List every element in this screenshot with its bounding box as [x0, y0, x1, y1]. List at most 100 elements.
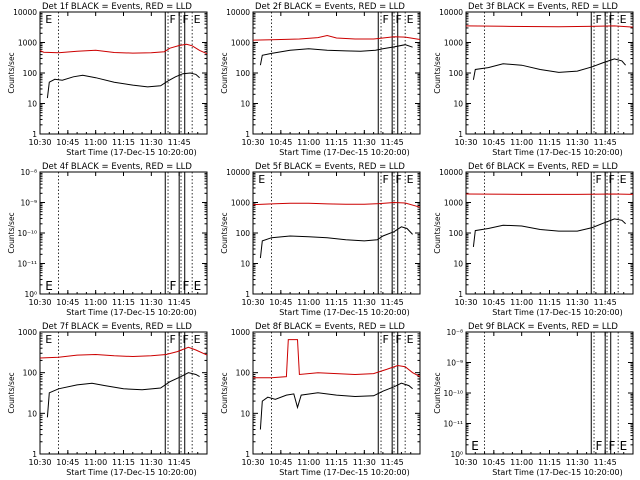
y-tick-label: 10⁻¹⁰ — [17, 229, 37, 238]
y-tick-label: 10 — [453, 260, 463, 269]
x-axis-label: Start Time (17-Dec-15 10:20:00) — [492, 308, 623, 317]
y-tick-label: 10⁻⁹ — [20, 199, 37, 208]
y-axis-label: Counts/sec — [433, 372, 442, 413]
x-axis-label: Start Time (17-Dec-15 10:20:00) — [279, 468, 410, 477]
marker-label: F — [596, 439, 603, 453]
marker-label: F — [183, 13, 189, 26]
y-tick-label: 10⁻⁸ — [20, 168, 37, 177]
x-tick-label: 11:30 — [353, 298, 376, 307]
y-tick-label: 1 — [245, 130, 250, 139]
panel-8: Det 8f BLACK = Events, RED = LLD 10:30 10:… — [220, 322, 421, 477]
y-tick-label: 1000 — [18, 39, 37, 48]
panel-title: Det 2f BLACK = Events, RED = LLD — [255, 2, 405, 12]
plot-frame — [39, 11, 208, 135]
x-tick-label: 10:30 — [241, 298, 264, 307]
y-tick-label: 10 — [240, 409, 250, 418]
x-tick-label: 11:15 — [325, 298, 348, 307]
y-axis-label: Counts/sec — [7, 372, 16, 413]
x-tick-label: 11:00 — [510, 458, 533, 467]
series-line-lld — [253, 339, 421, 379]
x-tick-label: 11:30 — [566, 138, 589, 147]
x-tick-label: 11:45 — [381, 138, 404, 147]
y-axis-label: Counts/sec — [7, 52, 16, 93]
series-line-lld — [465, 25, 634, 28]
panel-title: Det 7f BLACK = Events, RED = LLD — [42, 322, 192, 332]
marker-label: F — [383, 173, 389, 186]
plot-frame — [252, 11, 421, 135]
panel-2: Det 2f BLACK = Events, RED = LLD 10:30 10:… — [220, 2, 421, 157]
y-axis-label: Counts/sec — [433, 212, 442, 253]
x-tick-label: 10:45 — [482, 298, 505, 307]
series-line-events — [259, 44, 413, 66]
x-tick-label: 10:30 — [241, 458, 264, 467]
marker-label: E — [45, 279, 53, 293]
series-line-events — [259, 382, 413, 430]
y-axis-label: Counts/sec — [220, 372, 229, 413]
panel-title: Det 9f BLACK = Events, RED = LLD — [468, 322, 618, 332]
marker-label: E — [45, 13, 52, 26]
x-axis-label: Start Time (17-Dec-15 10:20:00) — [492, 148, 623, 157]
x-axis-label: Start Time (17-Dec-15 10:20:00) — [66, 148, 197, 157]
series-line-events — [472, 218, 626, 247]
y-tick-label: 1 — [32, 130, 37, 139]
marker-label: F — [609, 13, 615, 26]
x-tick-label: 11:15 — [538, 298, 561, 307]
x-axis-label: Start Time (17-Dec-15 10:20:00) — [279, 148, 410, 157]
y-tick-label: 10⁻⁹ — [446, 359, 463, 368]
x-tick-label: 11:00 — [510, 298, 533, 307]
plot-frame — [465, 171, 634, 295]
series-line-lld — [39, 346, 208, 359]
x-tick-label: 11:00 — [84, 138, 107, 147]
x-tick-label: 11:45 — [594, 458, 617, 467]
marker-label: F — [383, 333, 389, 346]
x-tick-label: 11:30 — [566, 298, 589, 307]
x-tick-label: 11:00 — [297, 458, 320, 467]
panel-7: Det 7f BLACK = Events, RED = LLD 10:30 10:… — [7, 322, 208, 477]
x-tick-label: 10:45 — [269, 138, 292, 147]
x-tick-label: 10:30 — [241, 138, 264, 147]
y-tick-label: 1 — [245, 450, 250, 459]
panel-title: Det 5f BLACK = Events, RED = LLD — [255, 162, 405, 172]
y-tick-label: 10 — [27, 409, 37, 418]
x-tick-label: 10:45 — [482, 458, 505, 467]
panel-6: Det 6f BLACK = Events, RED = LLD 10:30 10:… — [433, 162, 634, 317]
y-tick-label: 10 — [240, 260, 250, 269]
panel-5: Det 5f BLACK = Events, RED = LLD 10:30 10:… — [220, 162, 421, 317]
x-tick-label: 11:45 — [594, 298, 617, 307]
y-tick-label: 1 — [458, 290, 463, 299]
x-tick-label: 11:30 — [140, 298, 163, 307]
y-tick-label: 1000 — [18, 328, 37, 337]
x-tick-label: 10:30 — [454, 138, 477, 147]
series-line-events — [46, 72, 200, 99]
panel-title: Det 4f BLACK = Events, RED = LLD — [42, 162, 192, 172]
x-tick-label: 11:15 — [538, 138, 561, 147]
marker-label: E — [258, 173, 265, 186]
series-line-events — [472, 58, 626, 80]
marker-label: F — [183, 333, 189, 346]
y-tick-label: 1000 — [231, 328, 250, 337]
marker-label: E — [471, 439, 479, 453]
x-axis-label: Start Time (17-Dec-15 10:20:00) — [66, 308, 197, 317]
y-tick-label: 100 — [23, 69, 38, 78]
series-line-events — [46, 372, 200, 418]
x-tick-label: 11:45 — [381, 458, 404, 467]
y-axis-label: Counts/sec — [7, 212, 16, 253]
x-tick-label: 11:00 — [297, 138, 320, 147]
x-axis-label: Start Time (17-Dec-15 10:20:00) — [279, 308, 410, 317]
x-tick-label: 11:00 — [297, 298, 320, 307]
y-tick-label: 100 — [449, 69, 464, 78]
panel-title: Det 1f BLACK = Events, RED = LLD — [42, 2, 192, 12]
y-tick-label: 10000 — [226, 168, 250, 177]
panel-title: Det 3f BLACK = Events, RED = LLD — [468, 2, 618, 12]
x-axis-label: Start Time (17-Dec-15 10:20:00) — [492, 468, 623, 477]
y-tick-label: 10⁻¹¹ — [17, 260, 37, 269]
x-tick-label: 11:15 — [112, 298, 135, 307]
x-tick-label: 11:00 — [84, 298, 107, 307]
x-tick-label: 11:15 — [112, 458, 135, 467]
y-tick-label: 10⁻⁸ — [446, 328, 463, 337]
y-tick-label: 1 — [32, 450, 37, 459]
marker-label: F — [609, 173, 615, 186]
marker-label: F — [596, 13, 602, 26]
marker-label: E — [194, 13, 201, 26]
x-tick-label: 11:30 — [353, 138, 376, 147]
